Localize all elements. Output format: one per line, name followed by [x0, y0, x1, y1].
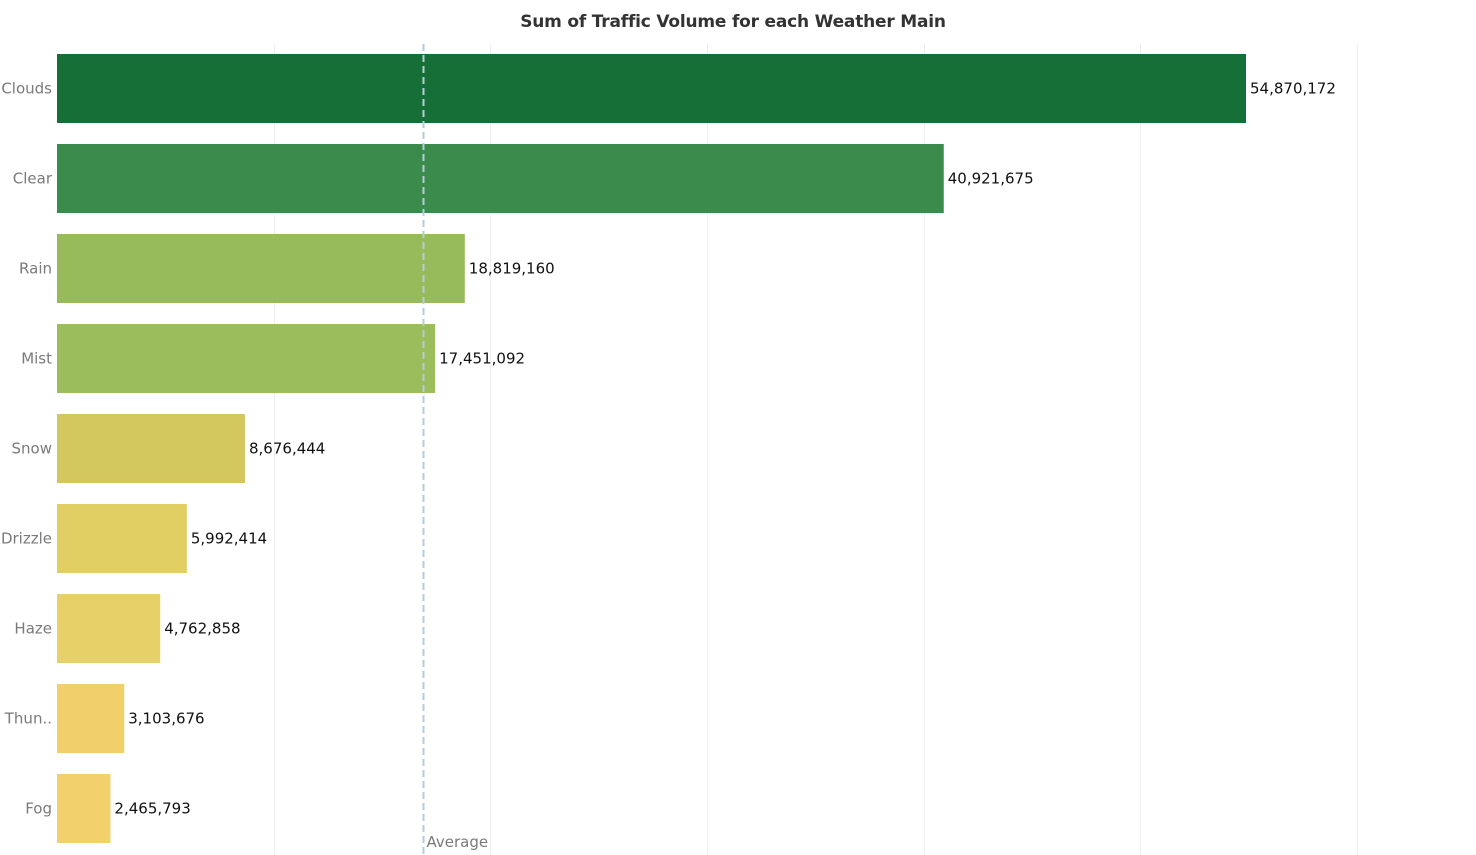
value-label: 17,451,092	[439, 350, 525, 368]
gridlines	[274, 44, 1358, 855]
value-label: 54,870,172	[1250, 80, 1336, 98]
average-label: Average	[427, 833, 489, 851]
category-label: Clear	[13, 170, 53, 188]
bar-fog[interactable]	[57, 774, 111, 843]
bars	[57, 54, 1246, 843]
chart-title: Sum of Traffic Volume for each Weather M…	[520, 12, 946, 32]
value-label: 4,762,858	[164, 620, 240, 638]
bar-clear[interactable]	[57, 144, 944, 213]
bar-rain[interactable]	[57, 234, 465, 303]
bar-thun[interactable]	[57, 684, 125, 753]
value-label: 40,921,675	[948, 170, 1034, 188]
category-label: Thun..	[4, 710, 52, 728]
bar-drizzle[interactable]	[57, 504, 187, 573]
category-label: Drizzle	[1, 530, 52, 548]
category-label: Haze	[14, 620, 52, 638]
reference-line-group: Average	[422, 44, 489, 855]
value-label: 8,676,444	[249, 440, 325, 458]
category-label: Rain	[19, 260, 52, 278]
bar-clouds[interactable]	[57, 54, 1246, 123]
value-label: 2,465,793	[114, 800, 190, 818]
category-label: Clouds	[1, 80, 52, 98]
category-label: Snow	[12, 440, 52, 458]
value-label: 18,819,160	[469, 260, 555, 278]
bar-mist[interactable]	[57, 324, 436, 393]
labels: Clouds 54,870,172 Clear 40,921,675 Rain 18,81…	[1, 80, 1336, 818]
category-label: Mist	[21, 350, 52, 368]
bar-haze[interactable]	[57, 594, 161, 663]
category-label: Fog	[25, 800, 52, 818]
value-label: 3,103,676	[128, 710, 204, 728]
bar-snow[interactable]	[57, 414, 246, 483]
value-label: 5,992,414	[191, 530, 267, 548]
